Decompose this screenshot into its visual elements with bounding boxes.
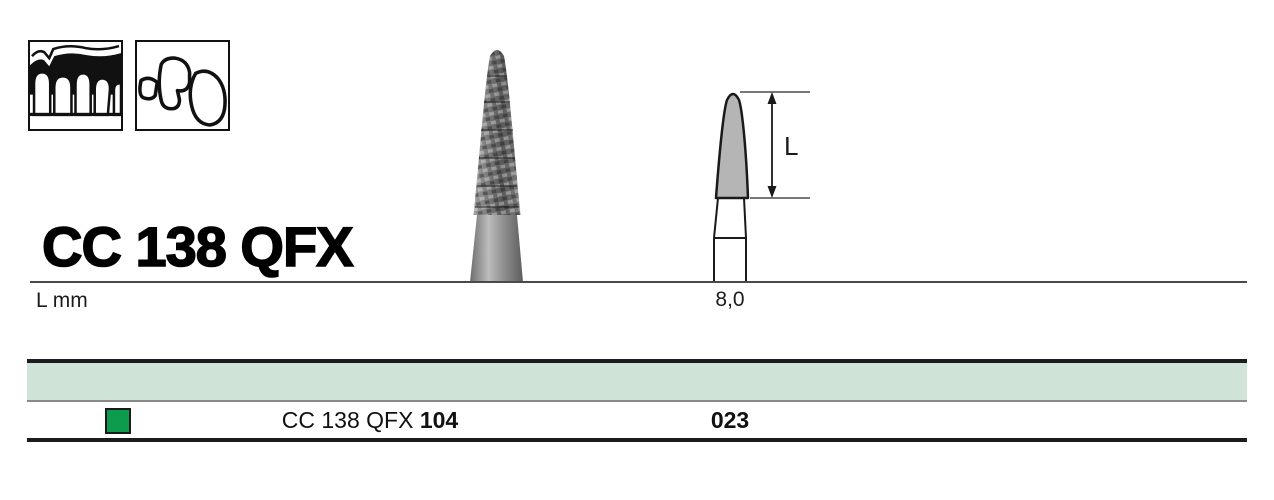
row-product-name-text: CC 138 QFX [281,407,420,433]
crown-bridge-icon [137,42,228,129]
dimension-row-label: L mm [36,289,88,312]
bur-photo [465,44,529,283]
dimension-value: 8,0 [715,288,745,311]
table-rule-bottom [27,438,1247,442]
dimension-label: L [784,131,798,161]
row-product-name: CC 138 QFX 104 [175,407,565,434]
indication-box-2 [135,40,230,131]
table-row: CC 138 QFX 104 023 [27,402,1247,438]
diagram-head [714,92,750,200]
color-swatch [105,408,131,434]
row-shank-code: 104 [419,407,459,433]
table-rule-top [27,359,1247,363]
baseline-rule [30,281,1247,283]
dimension-arrow [767,92,777,198]
indication-box-1 [28,40,123,131]
bur-diagram: L [700,85,815,283]
row-size-code: 023 [710,407,750,433]
table-header-band [27,363,1247,400]
anterior-teeth-gingiva-icon [30,42,121,129]
table-rule-inner [27,400,1247,402]
product-title: CC 138 QFX [41,215,354,278]
